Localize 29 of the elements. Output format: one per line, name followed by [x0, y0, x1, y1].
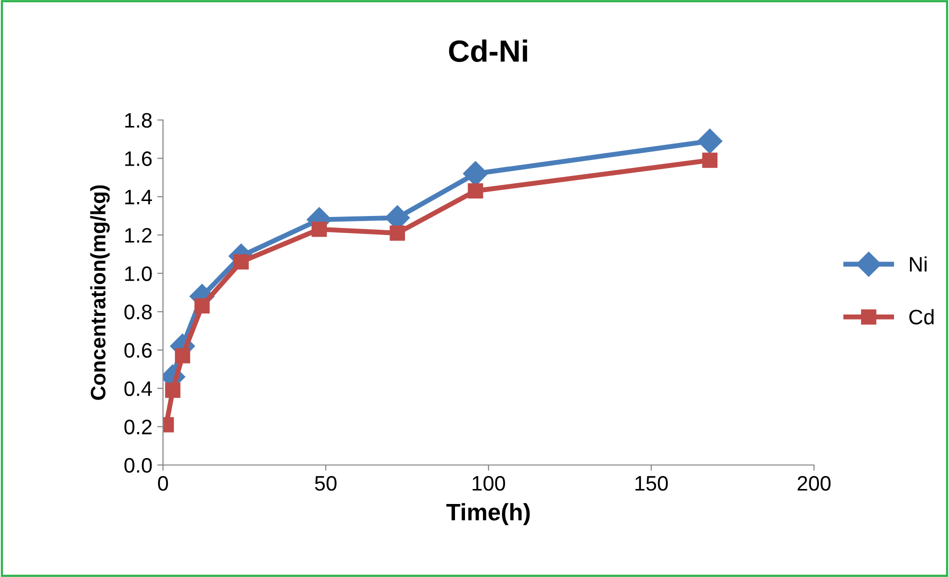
y-tick-label: 1.2 — [125, 228, 152, 243]
x-tick-label: 150 — [635, 476, 668, 491]
y-axis-title: Concentration(mg/kg) — [90, 185, 110, 400]
y-tick-label: 0.6 — [124, 343, 152, 358]
point — [174, 348, 190, 364]
legend-label: Ni — [910, 256, 927, 272]
point — [697, 128, 722, 154]
point — [468, 183, 484, 199]
point — [165, 382, 180, 398]
x-tick-label: 50 — [315, 476, 337, 491]
x-tick-label: 0 — [158, 476, 168, 491]
y-tick-label: 1.6 — [125, 151, 152, 166]
y-tick-label: 1.4 — [125, 190, 152, 204]
x-tick-label: 200 — [798, 476, 831, 491]
y-tick-label: 0.4 — [124, 381, 152, 396]
y-tick-label: 0.8 — [124, 304, 152, 320]
point — [390, 225, 405, 241]
point — [312, 222, 327, 237]
chart-title: Cd-Ni — [449, 40, 528, 62]
x-tick-label: 100 — [472, 476, 506, 491]
point — [702, 152, 718, 168]
point — [233, 254, 249, 270]
point — [194, 298, 210, 314]
y-tick-label: 1.0 — [125, 266, 152, 282]
y-tick-label: 0.2 — [124, 420, 152, 434]
x-axis-title: Time(h) — [446, 503, 530, 526]
y-tick-label: 1.8 — [125, 113, 152, 128]
y-tick-label: 0.0 — [124, 458, 152, 473]
legend-label: Cd — [909, 309, 934, 324]
